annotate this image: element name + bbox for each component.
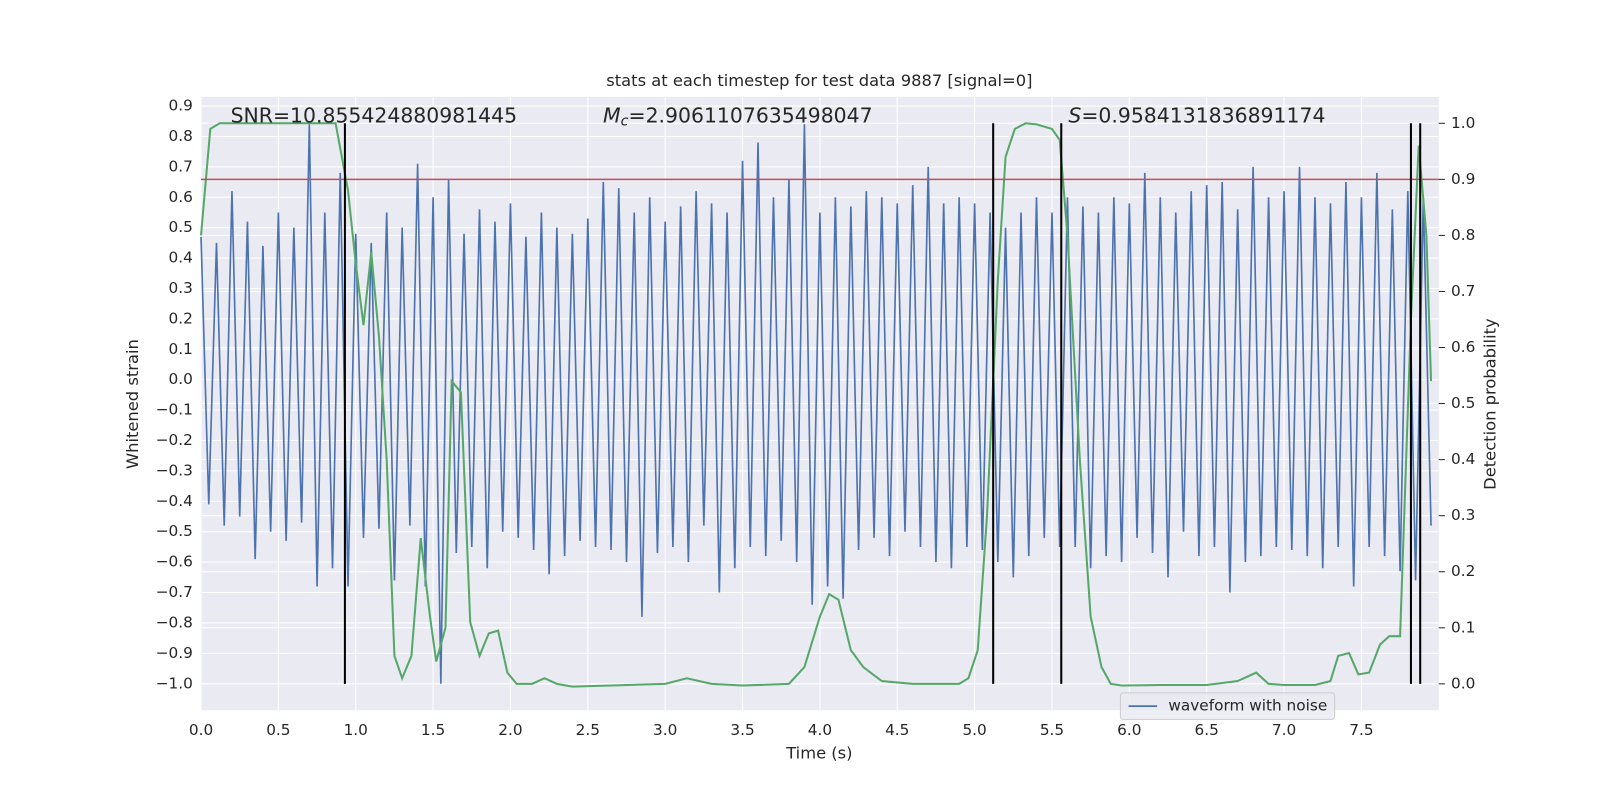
x-tick-label: 4.0 (808, 721, 832, 739)
y-tick-label: −0.3 (156, 461, 193, 479)
x-axis-label: Time (s) (785, 744, 852, 763)
y2-axis-label: Detection probability (1480, 318, 1499, 490)
x-tick-label: 0.0 (189, 721, 213, 739)
x-tick-label: 6.5 (1195, 721, 1219, 739)
y2-tick-label: 0.2 (1451, 562, 1475, 580)
x-tick-label: 2.0 (498, 721, 522, 739)
x-tick-label: 2.5 (576, 721, 600, 739)
x-tick-label: 1.0 (344, 721, 368, 739)
y-tick-label: −0.4 (156, 492, 193, 510)
annotation-symbol: M (603, 103, 621, 127)
y2-tick-label: 0.0 (1451, 674, 1475, 692)
y2-tick-label: 0.7 (1451, 282, 1475, 300)
y2-tick-label: 0.3 (1451, 506, 1475, 524)
y-tick-label: −0.6 (156, 553, 193, 571)
annotation-text: SNR=10.855424880981445 (231, 103, 517, 127)
x-tick-label: 3.0 (653, 721, 677, 739)
annotation-text: =0.9584131836891174 (1081, 103, 1325, 127)
x-tick-label: 4.5 (885, 721, 909, 739)
legend-label: waveform with noise (1168, 697, 1327, 715)
annotation-text: =2.9061107635498047 (628, 103, 872, 127)
x-tick-label: 3.5 (730, 721, 754, 739)
y-tick-label: 0.8 (169, 127, 193, 145)
y-tick-label: 0.7 (169, 157, 193, 175)
annotation: Mc=2.9061107635498047 (603, 103, 873, 129)
y-tick-label: −0.8 (156, 613, 193, 631)
y-tick-label: 0.0 (169, 370, 193, 388)
legend-box (1119, 692, 1336, 720)
x-tick-label: 0.5 (266, 721, 290, 739)
y-tick-label: 0.4 (169, 249, 193, 267)
y2-tick-label: 0.9 (1451, 170, 1475, 188)
y2-tick-label: 0.6 (1451, 338, 1475, 356)
x-tick-label: 1.5 (421, 721, 445, 739)
y-tick-label: 0.5 (169, 218, 193, 236)
y-tick-label: 0.3 (169, 279, 193, 297)
y-tick-label: −0.1 (156, 401, 193, 419)
y-tick-label: 0.1 (169, 340, 193, 358)
annotation-subscript: c (621, 113, 629, 129)
x-tick-label: 5.0 (962, 721, 986, 739)
waveform-line (200, 124, 1432, 684)
annotation: SNR=10.855424880981445 (231, 103, 517, 127)
y-tick-label: 0.6 (169, 188, 193, 206)
y-tick-label: −0.2 (156, 431, 193, 449)
y-tick-label: −0.5 (156, 522, 193, 540)
y-tick-label: −0.7 (156, 583, 193, 601)
annotation: S=0.9584131836891174 (1068, 103, 1325, 127)
y-axis-label: Whitened strain (123, 339, 142, 469)
y2-tick-label: 0.8 (1451, 226, 1475, 244)
y-tick-label: −0.9 (156, 644, 193, 662)
annotation-symbol: S (1068, 103, 1081, 127)
x-tick-label: 7.0 (1272, 721, 1296, 739)
y-tick-label: −1.0 (156, 674, 193, 692)
chart-title: stats at each timestep for test data 988… (606, 71, 1032, 90)
probability-line (200, 122, 1433, 688)
x-tick-label: 6.0 (1117, 721, 1141, 739)
x-tick-label: 5.5 (1040, 721, 1064, 739)
y2-tick-label: 0.4 (1451, 450, 1475, 468)
y2-tick-label: 0.5 (1451, 394, 1475, 412)
y-tick-label: 0.9 (169, 97, 193, 115)
y-tick-label: 0.2 (169, 309, 193, 327)
x-tick-label: 7.5 (1349, 721, 1373, 739)
y2-tick-label: 0.1 (1451, 618, 1475, 636)
y2-tick-label: 1.0 (1451, 114, 1475, 132)
